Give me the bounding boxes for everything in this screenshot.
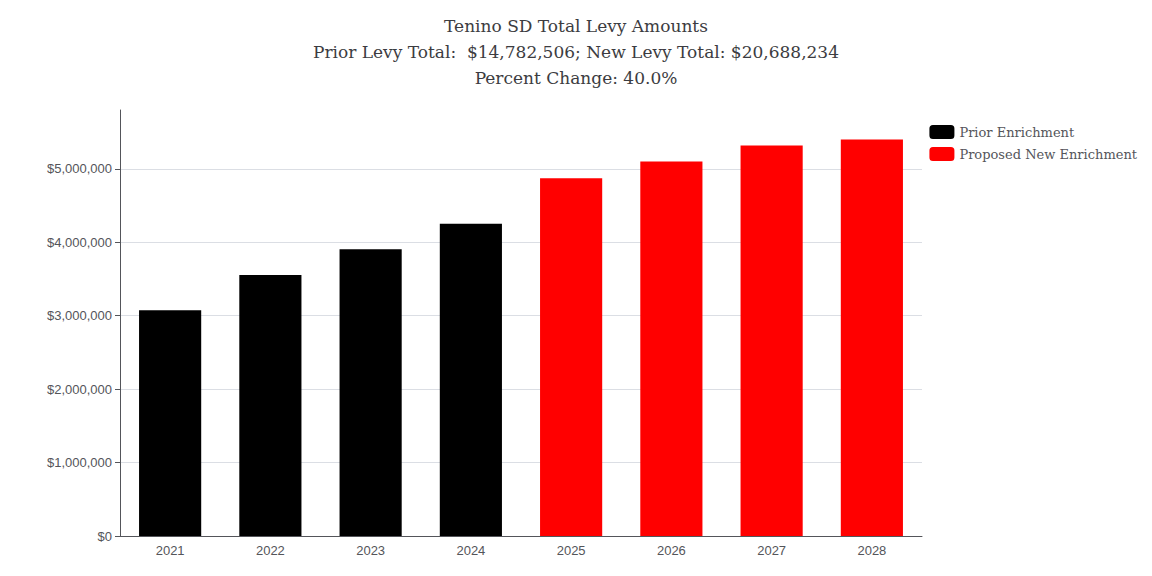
svg-text:2022: 2022 — [256, 543, 285, 558]
svg-text:2023: 2023 — [356, 543, 385, 558]
svg-text:$0: $0 — [98, 529, 112, 544]
svg-text:Proposed New Enrichment: Proposed New Enrichment — [959, 147, 1137, 162]
svg-text:2027: 2027 — [757, 543, 786, 558]
svg-text:$5,000,000: $5,000,000 — [47, 161, 112, 176]
svg-text:$1,000,000: $1,000,000 — [47, 455, 112, 470]
svg-text:Tenino SD Total Levy Amounts: Tenino SD Total Levy Amounts — [444, 16, 708, 36]
svg-text:2025: 2025 — [557, 543, 586, 558]
svg-text:$3,000,000: $3,000,000 — [47, 308, 112, 323]
svg-text:Percent Change: 40.0%: Percent Change: 40.0% — [475, 68, 678, 88]
svg-text:2026: 2026 — [657, 543, 686, 558]
svg-text:Prior Enrichment: Prior Enrichment — [959, 125, 1075, 140]
svg-text:2028: 2028 — [857, 543, 886, 558]
svg-text:2024: 2024 — [456, 543, 485, 558]
svg-text:$2,000,000: $2,000,000 — [47, 382, 112, 397]
svg-text:Prior Levy Total: $14,782,506: Prior Levy Total: $14,782,506; New Levy … — [313, 42, 839, 62]
svg-text:$4,000,000: $4,000,000 — [47, 235, 112, 250]
svg-text:2021: 2021 — [156, 543, 185, 558]
